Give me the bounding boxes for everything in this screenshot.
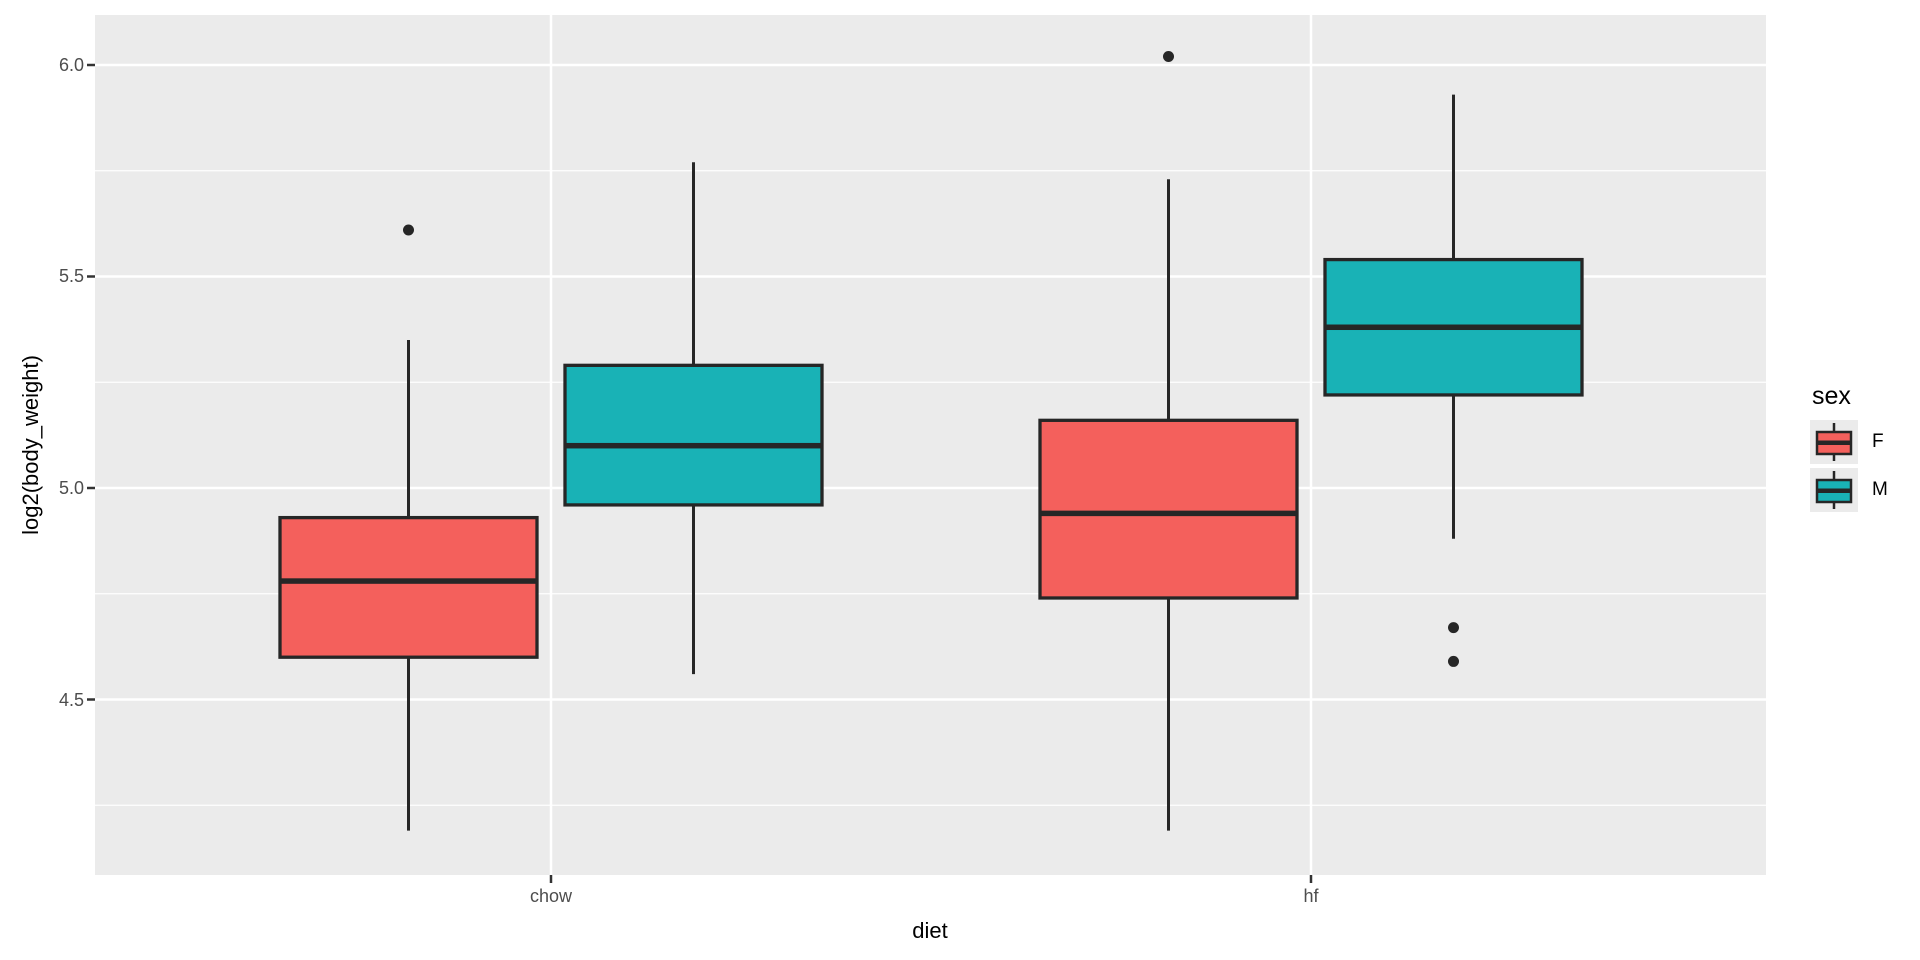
y-tick-label: 5.5: [58, 266, 84, 286]
boxplot-key-icon-M: [1810, 468, 1858, 512]
y-tick-label: 4.5: [58, 690, 84, 710]
legend-title: sex: [1812, 382, 1851, 410]
x-tick-label-hf: hf: [1303, 886, 1319, 906]
legend-entry-F: F: [1810, 420, 1888, 464]
y-axis-title: log2(body_weight): [18, 355, 43, 535]
x-axis-title: diet: [912, 918, 948, 943]
y-tick-label: 6.0: [58, 55, 84, 75]
legend-label-M: M: [1872, 479, 1888, 500]
legend-entry-M: M: [1810, 468, 1888, 512]
legend: sex F M: [1810, 383, 1888, 516]
y-tick-label: 5.0: [58, 478, 84, 498]
x-tick-label-chow: chow: [529, 886, 573, 906]
boxplot-key-icon-F: [1810, 420, 1858, 464]
legend-label-F: F: [1872, 431, 1884, 452]
